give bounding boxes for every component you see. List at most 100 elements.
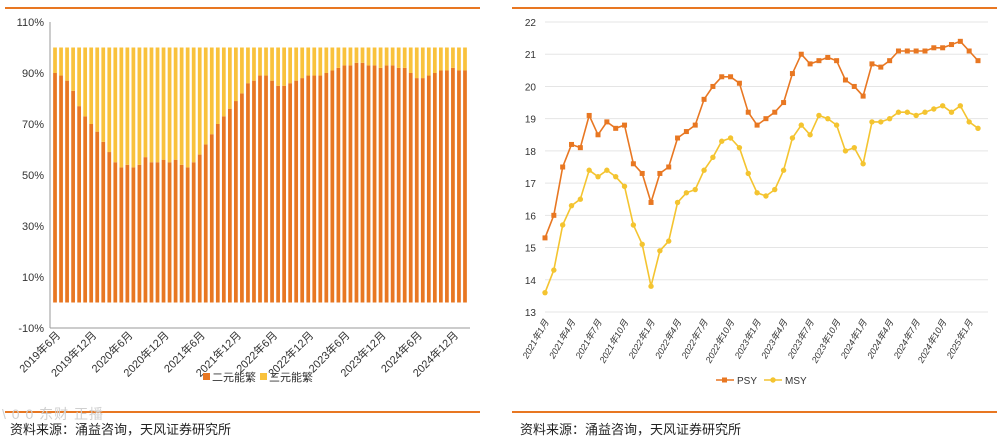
bar-binary [294, 80, 299, 303]
point-msy [754, 190, 760, 196]
point-msy [666, 238, 672, 244]
point-msy [719, 138, 725, 144]
point-psy [754, 122, 760, 128]
bar-ternary [258, 47, 262, 76]
bar-ternary [113, 47, 118, 163]
point-psy [860, 93, 866, 99]
bar-binary [234, 101, 238, 303]
series-line-psy [544, 40, 979, 239]
bar-binary [191, 162, 196, 303]
bar-binary [348, 65, 353, 303]
point-psy [807, 61, 813, 67]
point-msy [842, 148, 849, 154]
bar-ternary [264, 47, 268, 76]
point-psy [639, 170, 645, 176]
point-psy [869, 61, 875, 67]
psy-msy-svg: 222120191817161514132021年1月2021年4月2021年7… [520, 18, 988, 387]
point-psy [895, 48, 901, 54]
point-msy [922, 109, 928, 115]
legend-marker-psy [722, 377, 727, 383]
bar-binary [258, 75, 262, 303]
point-msy [577, 196, 584, 202]
point-msy [948, 109, 955, 115]
point-psy [630, 161, 636, 167]
y-tick-label: 13 [525, 308, 537, 319]
y-tick-label: 22 [525, 18, 537, 29]
bar-binary [318, 75, 323, 303]
point-msy [542, 289, 548, 296]
bar-binary [215, 124, 220, 303]
bar-ternary [390, 47, 395, 66]
point-psy [834, 58, 840, 64]
point-psy [904, 48, 910, 54]
point-msy [975, 125, 981, 132]
bar-binary [270, 80, 274, 303]
point-msy [825, 115, 831, 122]
bar-binary [209, 134, 214, 303]
bar-ternary [426, 47, 431, 76]
bar-ternary [463, 47, 467, 71]
bar-binary [396, 67, 401, 303]
point-psy [789, 71, 795, 77]
bottom-rule-right [512, 411, 997, 413]
bar-ternary [95, 47, 100, 132]
point-psy [569, 141, 575, 147]
bar-binary [173, 159, 178, 303]
point-psy [551, 212, 557, 218]
bar-binary [414, 78, 419, 303]
point-psy [948, 42, 954, 48]
point-psy [560, 164, 566, 170]
point-psy [851, 83, 857, 89]
y-tick-label: 30% [22, 221, 44, 233]
point-msy [630, 222, 637, 228]
bar-binary [77, 106, 81, 303]
bar-binary [384, 65, 389, 303]
bar-binary [378, 67, 383, 303]
bar-ternary [432, 47, 437, 73]
bar-binary [197, 154, 202, 303]
bar-ternary [191, 47, 196, 163]
point-msy [551, 267, 557, 273]
bar-ternary [324, 47, 329, 73]
bar-binary [324, 73, 329, 303]
point-msy [869, 119, 875, 125]
point-msy [745, 170, 751, 177]
bar-ternary [306, 47, 311, 76]
point-msy [789, 135, 796, 141]
bar-ternary [197, 47, 202, 155]
point-msy [648, 283, 654, 289]
point-psy [595, 132, 601, 138]
point-psy [825, 54, 831, 60]
point-psy [878, 64, 884, 70]
bar-binary [65, 80, 69, 303]
point-psy [710, 83, 716, 89]
bar-binary [420, 78, 425, 303]
bar-ternary [336, 47, 341, 68]
point-psy [666, 164, 672, 170]
legend-label-psy: PSY [737, 376, 757, 387]
bar-ternary [240, 47, 244, 94]
y-tick-label: 19 [525, 115, 537, 126]
top-rule-left [5, 7, 480, 9]
bar-binary [113, 162, 118, 303]
bar-ternary [252, 47, 256, 81]
bar-ternary [101, 47, 106, 142]
y-tick-label: 16 [525, 211, 537, 222]
point-psy [577, 145, 583, 151]
bar-binary [432, 73, 437, 303]
bar-binary [390, 65, 395, 303]
point-psy [675, 135, 681, 141]
bar-ternary [420, 47, 425, 79]
bar-ternary [445, 47, 449, 71]
series-line-msy [544, 104, 979, 293]
bar-ternary [173, 47, 178, 160]
point-msy [966, 119, 972, 125]
bar-binary [360, 62, 365, 303]
point-psy [816, 58, 822, 64]
bar-ternary [414, 47, 419, 79]
bar-ternary [71, 47, 75, 91]
x-tick-label: 2025年1月 [944, 317, 975, 361]
point-msy [568, 202, 575, 209]
source-note-right: 资料来源：涌益咨询，天风证券研究所 [520, 422, 742, 437]
y-tick-label: 21 [525, 50, 537, 61]
